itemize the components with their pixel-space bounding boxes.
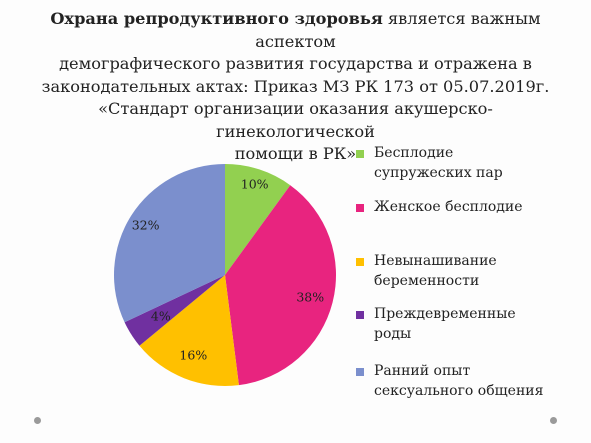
legend-label-3: Невынашивание беременности (374, 251, 581, 291)
pie-label-1: 10% (240, 176, 269, 192)
pie-label-5: 32% (131, 217, 160, 233)
pie-slice-2 (225, 185, 336, 386)
legend-label-5: Ранний опыт сексуального общения (374, 361, 581, 401)
legend-label-3-line1: Невынашивание (374, 253, 497, 269)
legend-label-3-line2: беременности (374, 273, 480, 289)
title-line-3: законодательных актах: Приказ МЗ РК 173 … (41, 76, 550, 96)
corner-dot-right (550, 417, 557, 424)
legend-label-4-line2: роды (374, 326, 412, 342)
legend-label-1-line1: Бесплодие (374, 145, 454, 161)
pie-slice-3 (139, 275, 239, 386)
legend-label-5-line1: Ранний опыт (374, 363, 471, 379)
legend-item-2: Женское бесплодие (356, 197, 581, 217)
pie-label-3: 16% (179, 347, 208, 363)
title-line-1: Охрана репродуктивного здоровья является… (20, 8, 571, 53)
legend-swatch-3 (356, 258, 364, 266)
pie-slice-1 (225, 164, 291, 275)
legend-label-2: Женское бесплодие (374, 197, 581, 217)
legend-swatch-2 (356, 204, 364, 212)
title-rest-line1: является важным аспектом (255, 9, 541, 51)
legend-label-5-line2: сексуального общения (374, 383, 544, 399)
pie-label-4: 4% (150, 308, 171, 324)
legend-label-4-line1: Преждевременные (374, 306, 516, 322)
title-line-5: помощи в РК» (234, 144, 357, 163)
legend-label-4: Преждевременные роды (374, 304, 581, 344)
corner-dot-left (34, 417, 41, 424)
pie-slice-5 (113, 164, 225, 323)
legend-label-2-line1: Женское бесплодие (374, 199, 523, 215)
legend-swatch-1 (356, 150, 364, 158)
slide-title: Охрана репродуктивного здоровья является… (20, 8, 571, 166)
legend-swatch-5 (356, 368, 364, 376)
title-line-2: демографического развития государства и … (59, 54, 532, 73)
legend-item-3: Невынашивание беременности (356, 251, 581, 291)
legend-item-1: Бесплодие супружеских пар (356, 143, 581, 183)
title-bold-part: Охрана репродуктивного здоровья (50, 9, 383, 28)
pie-label-2: 38% (296, 289, 325, 305)
pie-slice-4 (124, 275, 225, 346)
legend-label-1: Бесплодие супружеских пар (374, 143, 581, 183)
legend-label-1-line2: супружеских пар (374, 165, 503, 181)
legend-swatch-4 (356, 311, 364, 319)
title-line-4: «Стандарт организации оказания акушерско… (98, 99, 493, 141)
legend-item-4: Преждевременные роды (356, 304, 581, 344)
legend-item-5: Ранний опыт сексуального общения (356, 361, 581, 401)
